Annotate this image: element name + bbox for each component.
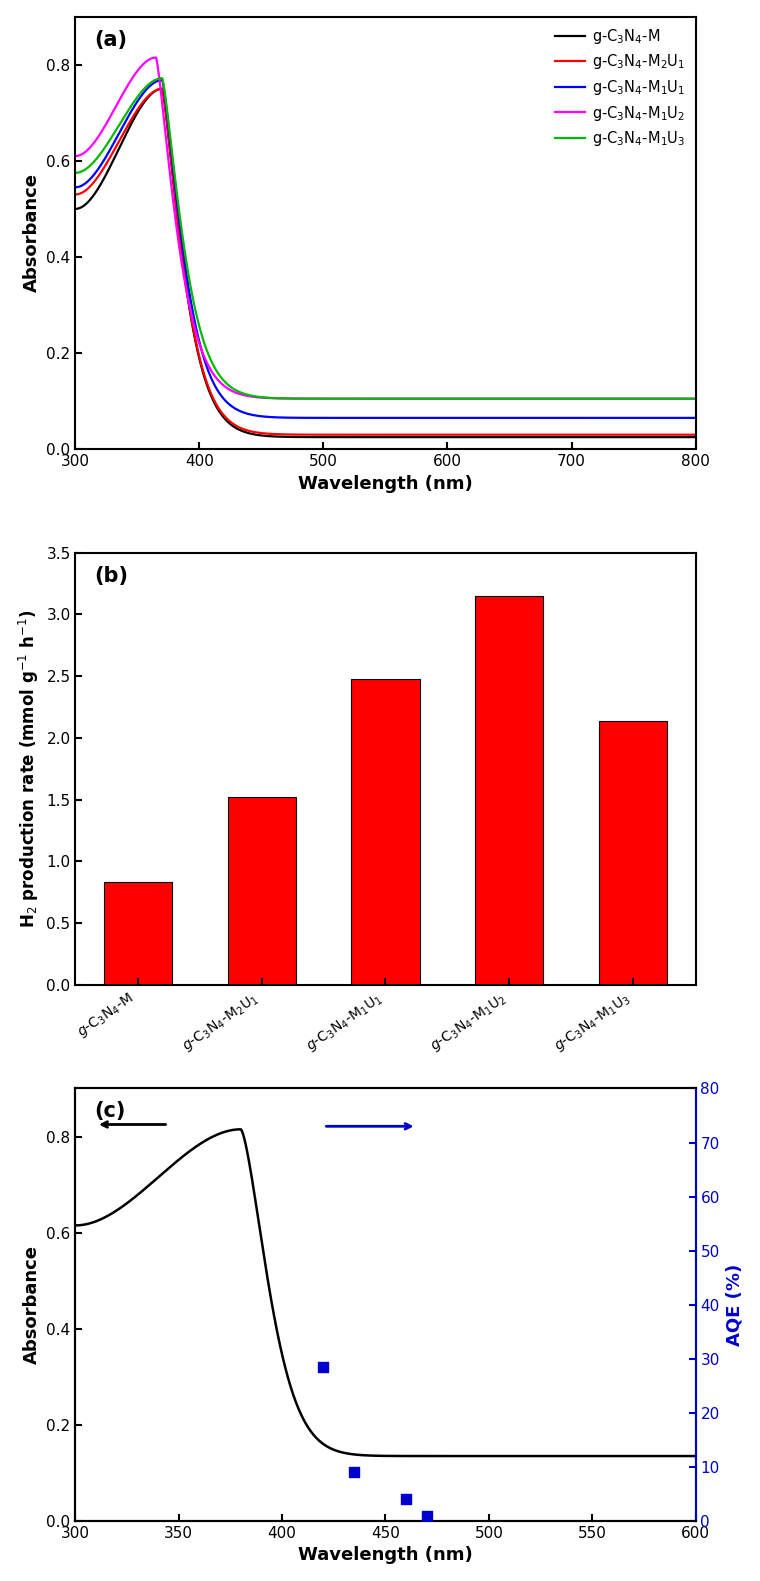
g-C$_3$N$_4$-M$_1$U$_1$ [691, 408, 700, 427]
g-C$_3$N$_4$-M$_1$U$_3$ [153, 70, 162, 89]
g-C$_3$N$_4$-M$_1$U$_2$ [71, 147, 80, 166]
g-C$_3$N$_4$-M$_2$U$_1$ [280, 425, 290, 444]
g-C$_3$N$_4$-M$_1$U$_3$ [410, 389, 420, 408]
g-C$_3$N$_4$-M$_1$U$_1$ [157, 71, 166, 90]
g-C$_3$N$_4$-M$_2$U$_1$ [176, 234, 185, 253]
Y-axis label: Absorbance: Absorbance [23, 1246, 41, 1364]
Line: g-C$_3$N$_4$-M$_1$U$_3$: g-C$_3$N$_4$-M$_1$U$_3$ [75, 77, 695, 398]
g-C$_3$N$_4$-M$_1$U$_1$ [280, 408, 290, 427]
Bar [599, 721, 667, 985]
Y-axis label: Absorbance: Absorbance [23, 174, 41, 292]
Line: g-C$_3$N$_4$-M$_1$U$_1$: g-C$_3$N$_4$-M$_1$U$_1$ [75, 81, 695, 417]
Bar [351, 678, 420, 985]
Point [400, 1486, 412, 1511]
g-C$_3$N$_4$-M$_1$U$_2$ [151, 47, 160, 66]
g-C$_3$N$_4$-M [176, 234, 185, 253]
g-C$_3$N$_4$-M$_1$U$_3$ [280, 389, 290, 408]
g-C$_3$N$_4$-M$_1$U$_2$ [610, 389, 619, 408]
g-C$_3$N$_4$-M [157, 79, 166, 98]
g-C$_3$N$_4$-M$_1$U$_2$ [176, 245, 185, 264]
g-C$_3$N$_4$-M$_2$U$_1$ [157, 79, 166, 98]
g-C$_3$N$_4$-M$_2$U$_1$ [71, 185, 80, 204]
g-C$_3$N$_4$-M$_1$U$_1$ [397, 408, 407, 427]
g-C$_3$N$_4$-M$_1$U$_2$ [397, 389, 407, 408]
g-C$_3$N$_4$-M$_1$U$_2$ [340, 389, 350, 408]
g-C$_3$N$_4$-M [153, 81, 162, 100]
g-C$_3$N$_4$-M [340, 427, 350, 446]
Bar [103, 882, 172, 985]
g-C$_3$N$_4$-M$_1$U$_1$ [410, 408, 420, 427]
g-C$_3$N$_4$-M$_1$U$_3$ [157, 68, 166, 87]
g-C$_3$N$_4$-M$_2$U$_1$ [340, 425, 350, 444]
Y-axis label: H$_2$ production rate (mmol g$^{-1}$ h$^{-1}$): H$_2$ production rate (mmol g$^{-1}$ h$^… [17, 610, 41, 928]
g-C$_3$N$_4$-M$_1$U$_1$ [340, 408, 350, 427]
g-C$_3$N$_4$-M [71, 199, 80, 218]
g-C$_3$N$_4$-M [280, 427, 290, 446]
g-C$_3$N$_4$-M$_1$U$_1$ [176, 221, 185, 240]
X-axis label: Wavelength (nm): Wavelength (nm) [298, 1546, 473, 1564]
g-C$_3$N$_4$-M$_1$U$_3$ [176, 212, 185, 231]
Bar [227, 797, 296, 985]
g-C$_3$N$_4$-M$_1$U$_3$ [397, 389, 407, 408]
g-C$_3$N$_4$-M$_2$U$_1$ [629, 425, 638, 444]
Legend: g-C$_3$N$_4$-M, g-C$_3$N$_4$-M$_2$U$_1$, g-C$_3$N$_4$-M$_1$U$_1$, g-C$_3$N$_4$-M: g-C$_3$N$_4$-M, g-C$_3$N$_4$-M$_2$U$_1$,… [549, 21, 691, 153]
Y-axis label: AQE (%): AQE (%) [725, 1263, 743, 1345]
g-C$_3$N$_4$-M$_1$U$_2$ [691, 389, 700, 408]
g-C$_3$N$_4$-M$_2$U$_1$ [397, 425, 407, 444]
Line: g-C$_3$N$_4$-M: g-C$_3$N$_4$-M [75, 89, 695, 436]
g-C$_3$N$_4$-M$_1$U$_3$ [71, 163, 80, 182]
Text: (c): (c) [94, 1102, 125, 1121]
g-C$_3$N$_4$-M$_2$U$_1$ [153, 81, 162, 100]
g-C$_3$N$_4$-M$_1$U$_3$ [616, 389, 625, 408]
Line: g-C$_3$N$_4$-M$_1$U$_2$: g-C$_3$N$_4$-M$_1$U$_2$ [75, 57, 695, 398]
g-C$_3$N$_4$-M$_1$U$_1$ [153, 71, 162, 90]
g-C$_3$N$_4$-M [397, 427, 407, 446]
g-C$_3$N$_4$-M [691, 427, 700, 446]
g-C$_3$N$_4$-M [410, 427, 420, 446]
g-C$_3$N$_4$-M$_1$U$_2$ [410, 389, 420, 408]
g-C$_3$N$_4$-M$_1$U$_2$ [154, 60, 163, 79]
g-C$_3$N$_4$-M$_1$U$_3$ [340, 389, 350, 408]
g-C$_3$N$_4$-M$_2$U$_1$ [410, 425, 420, 444]
Text: (b): (b) [94, 566, 128, 585]
g-C$_3$N$_4$-M$_1$U$_1$ [71, 177, 80, 196]
g-C$_3$N$_4$-M [629, 427, 638, 446]
Bar [475, 596, 543, 985]
g-C$_3$N$_4$-M$_1$U$_3$ [691, 389, 700, 408]
g-C$_3$N$_4$-M$_1$U$_2$ [280, 389, 290, 408]
Line: g-C$_3$N$_4$-M$_2$U$_1$: g-C$_3$N$_4$-M$_2$U$_1$ [75, 89, 695, 435]
Text: (a): (a) [94, 30, 127, 49]
g-C$_3$N$_4$-M$_1$U$_1$ [616, 408, 625, 427]
Point [421, 1504, 433, 1529]
g-C$_3$N$_4$-M$_2$U$_1$ [691, 425, 700, 444]
Point [318, 1355, 330, 1380]
Point [348, 1459, 360, 1485]
X-axis label: Wavelength (nm): Wavelength (nm) [298, 474, 473, 493]
